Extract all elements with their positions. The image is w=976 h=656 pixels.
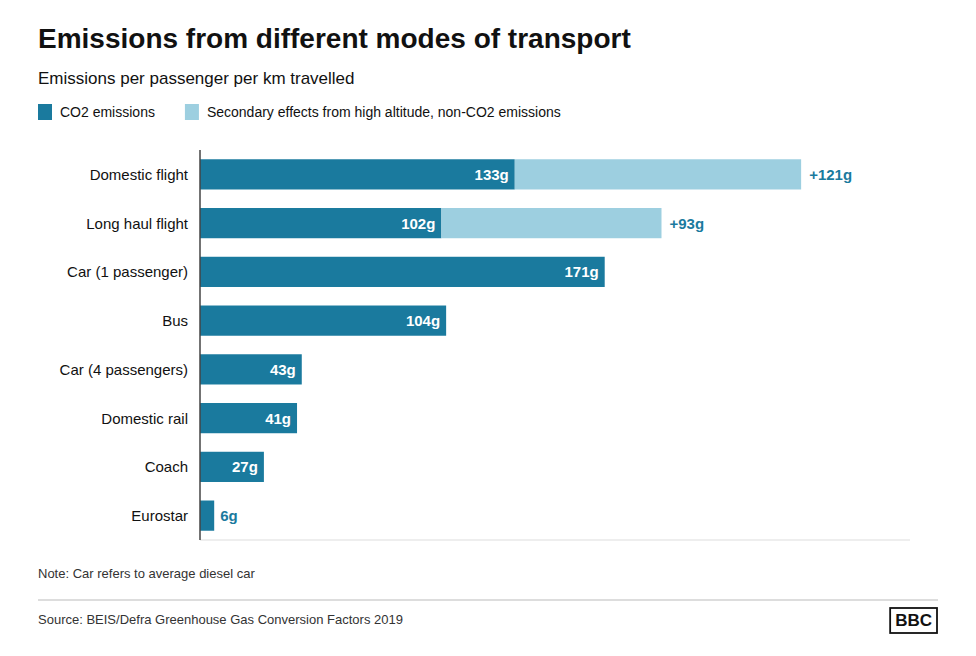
data-labels: 133g +121g 102g +93g 171g 104g 43g 41g 27g 6g (220, 166, 852, 524)
chart: Emissions from different modes of transp… (0, 0, 976, 656)
data-label: 43g (270, 361, 296, 378)
logo: BBC (895, 611, 932, 630)
legend-entry: CO2 emissions (60, 104, 155, 120)
bar (446, 306, 447, 336)
data-label: +121g (809, 166, 852, 183)
bar (301, 354, 302, 384)
data-label: 102g (401, 215, 435, 232)
source: Source: BEIS/Defra Greenhouse Gas Conver… (38, 612, 403, 627)
bar (200, 354, 302, 384)
bar (200, 159, 515, 189)
legend-swatch (38, 104, 52, 120)
bar (200, 306, 446, 336)
data-label: 41g (265, 410, 291, 427)
legend: CO2 emissions Secondary effects from high… (38, 104, 561, 120)
data-label: 133g (475, 166, 509, 183)
y-axis-line (199, 150, 201, 540)
bar (297, 403, 298, 433)
category-label: Car (1 passenger) (67, 263, 188, 280)
data-label: 104g (406, 312, 440, 329)
legend-swatch (185, 104, 199, 120)
bar (200, 257, 605, 287)
x-axis-line (200, 540, 910, 541)
bar (515, 159, 801, 189)
category-label: Bus (162, 312, 188, 329)
category-label: Domestic flight (90, 166, 189, 183)
bar (214, 501, 215, 531)
bar (200, 452, 264, 482)
data-label: +93g (670, 215, 705, 232)
bar (604, 257, 605, 287)
data-label: 6g (220, 507, 238, 524)
subtitle: Emissions per passenger per km travelled (38, 69, 355, 88)
legend-entry: Secondary effects from high altitude, no… (207, 104, 561, 120)
category-label: Eurostar (131, 507, 188, 524)
title: Emissions from different modes of transp… (38, 23, 631, 54)
bar (200, 403, 297, 433)
separator (38, 600, 938, 601)
category-label: Long haul flight (86, 215, 189, 232)
note: Note: Car refers to average diesel car (38, 566, 255, 581)
bars (200, 159, 801, 530)
data-label: 27g (232, 458, 258, 475)
logo-box (890, 608, 937, 633)
bar (263, 452, 264, 482)
bar (441, 208, 661, 238)
category-label: Domestic rail (101, 410, 188, 427)
bar (200, 501, 214, 531)
category-label: Car (4 passengers) (60, 361, 188, 378)
category-label: Coach (145, 458, 188, 475)
data-label: 171g (564, 263, 598, 280)
bar (200, 208, 441, 238)
